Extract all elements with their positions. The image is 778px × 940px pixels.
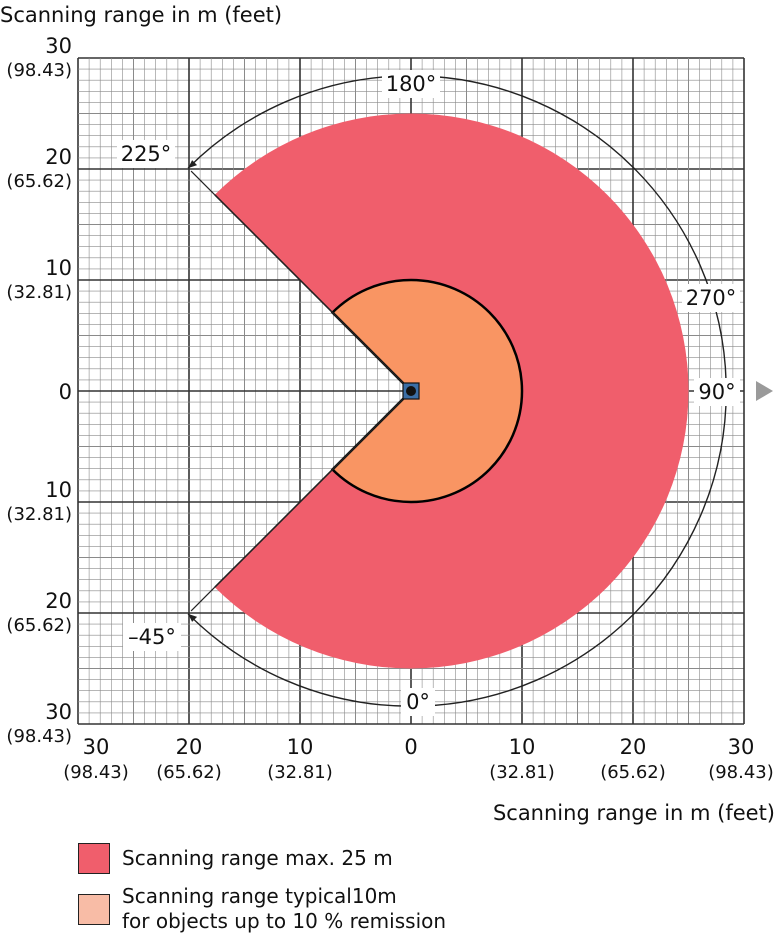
fov-edge-lower [214, 390, 412, 588]
angle-extension [190, 170, 216, 196]
angle-label-bg [123, 623, 181, 651]
angle-label-bg [694, 378, 740, 406]
y-tick-label: 10 [45, 256, 72, 280]
x-tick-label: 20 [620, 735, 647, 759]
legend-typical-unit: m [377, 884, 397, 908]
angle-label: 180° [386, 72, 437, 96]
angle-label-bg [401, 688, 435, 716]
y-tick-label-feet: (98.43) [6, 60, 72, 81]
y-tick-label: 0 [59, 380, 72, 404]
x-tick-label: 20 [176, 735, 203, 759]
x-tick-label: 30 [728, 735, 755, 759]
legend-typical-swatch [78, 894, 110, 925]
legend-max-label: Scanning range max. 25 m [122, 846, 393, 870]
bottom-axis-title: Scanning range in m (feet) [493, 801, 775, 825]
x-tick-label-feet: (65.62) [156, 762, 222, 783]
y-tick-labels: 30(98.43)20(65.62)10(32.81)010(32.81)20(… [6, 34, 72, 747]
legend-typical-label-line2: for objects up to 10 % remission [122, 909, 447, 933]
x-tick-label-feet: (32.81) [267, 762, 333, 783]
legend-max-swatch [78, 843, 110, 874]
angle-label: 270° [686, 286, 737, 310]
y-tick-label-feet: (98.43) [6, 726, 72, 747]
angle-label: 225° [121, 142, 172, 166]
x-tick-label-feet: (98.43) [708, 762, 774, 783]
y-tick-label-feet: (32.81) [6, 282, 72, 303]
angle-label-bg [382, 70, 440, 98]
x-tick-labels: 30 (98.43) 20 (65.62) 10 (32.81) 0 10 (32.81) 20 (… [63, 735, 774, 783]
angle-label: 0° [406, 690, 430, 714]
angle-label-bg [117, 140, 175, 168]
x-tick-label-feet: (98.43) [63, 762, 129, 783]
y-tick-label-feet: (65.62) [6, 615, 72, 636]
x-tick-label: 10 [287, 735, 314, 759]
x-tick-label: 0 [404, 735, 417, 759]
arc-arrowhead-icon [188, 160, 198, 169]
range-sectors [214, 113, 689, 669]
sensor-lens [406, 386, 416, 396]
fov-edge-upper [214, 194, 412, 392]
y-tick-label: 30 [45, 34, 72, 58]
y-tick-label: 20 [45, 145, 72, 169]
arc-arrowhead-icon [188, 613, 198, 622]
y-tick-label: 30 [45, 700, 72, 724]
x-tick-label: 10 [509, 735, 536, 759]
legend-typical-prefix: Scanning range typical [122, 884, 352, 908]
angle-label: 90° [698, 380, 735, 404]
angle-labels: 180° 225° 270° 90° –45° 0° [117, 70, 740, 716]
angle-label: –45° [128, 625, 176, 649]
angle-label-bg [682, 284, 740, 312]
y-tick-label-feet: (32.81) [6, 504, 72, 525]
angle-extension [190, 586, 216, 612]
x-tick-label-feet: (32.81) [489, 762, 555, 783]
y-tick-label: 10 [45, 478, 72, 502]
direction-arrow-icon [756, 381, 773, 401]
top-axis-title: Scanning range in m (feet) [0, 3, 282, 27]
typical-range-sector [330, 278, 524, 504]
sensor-icon [402, 382, 420, 400]
y-tick-label-feet: (65.62) [6, 171, 72, 192]
y-tick-label: 20 [45, 589, 72, 613]
x-tick-label-feet: (65.62) [600, 762, 666, 783]
x-tick-label: 30 [83, 735, 110, 759]
legend-typical-label-line1: Scanning range typical10m [122, 885, 397, 908]
legend-typical-value: 10 [351, 884, 378, 908]
